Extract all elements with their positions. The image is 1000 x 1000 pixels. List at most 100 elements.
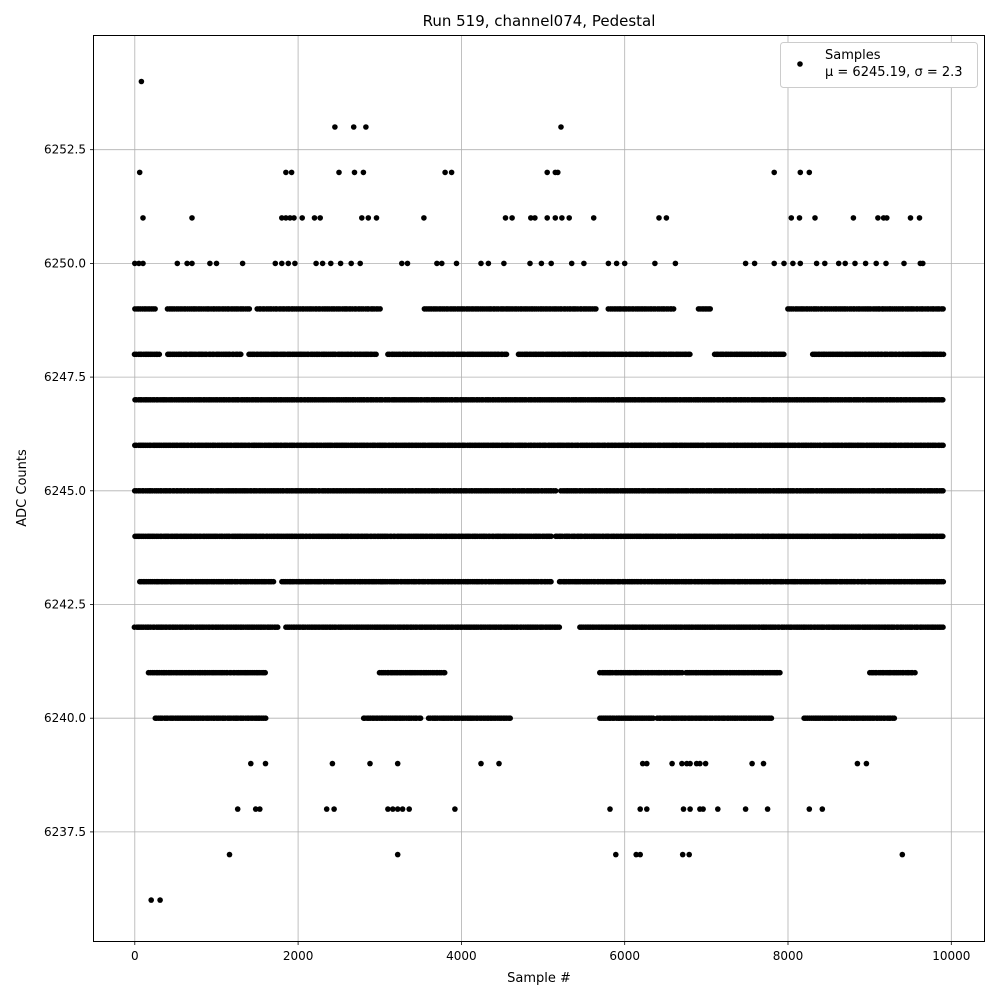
data-point <box>359 215 365 221</box>
data-point <box>875 215 881 221</box>
data-point <box>406 806 413 812</box>
data-point <box>656 215 662 221</box>
data-point <box>434 260 440 267</box>
data-point <box>478 260 484 267</box>
data-point <box>132 260 138 267</box>
y-tick-label: 6240.0 <box>44 711 86 725</box>
data-point <box>350 124 357 130</box>
data-point <box>940 578 947 585</box>
data-point <box>663 215 670 221</box>
data-point <box>226 851 233 858</box>
data-point <box>796 215 803 221</box>
x-tick-label: 2000 <box>283 949 314 963</box>
data-point <box>920 260 926 267</box>
data-point <box>777 669 783 676</box>
y-tick-label: 6252.5 <box>44 143 86 157</box>
data-point <box>184 260 190 267</box>
data-point <box>687 351 693 358</box>
data-points <box>131 78 947 903</box>
data-point <box>916 215 923 221</box>
data-point <box>940 442 946 449</box>
data-point <box>507 715 513 721</box>
data-point <box>311 215 318 221</box>
data-point <box>348 260 355 267</box>
data-point <box>700 806 706 812</box>
data-point <box>552 215 559 221</box>
x-tick-label: 0 <box>131 949 139 963</box>
data-point <box>363 124 369 130</box>
data-point <box>581 260 587 267</box>
data-point <box>891 715 898 721</box>
data-point <box>385 806 391 812</box>
data-point <box>842 260 848 267</box>
data-point <box>940 533 946 540</box>
data-point <box>901 260 907 267</box>
data-point <box>328 260 334 267</box>
data-point <box>373 351 379 358</box>
data-point <box>644 760 650 767</box>
data-point <box>806 806 813 812</box>
data-point <box>686 851 692 858</box>
data-point <box>138 78 145 85</box>
data-point <box>907 215 914 221</box>
data-point <box>751 260 758 267</box>
data-point <box>394 760 401 767</box>
data-point <box>637 806 643 812</box>
data-point <box>850 215 857 221</box>
data-point <box>332 124 338 130</box>
data-point <box>813 260 820 267</box>
data-point <box>548 533 554 540</box>
data-point <box>788 215 795 221</box>
data-point <box>552 488 559 494</box>
data-point <box>702 760 709 767</box>
data-point <box>317 215 324 221</box>
data-point <box>262 760 269 767</box>
data-point <box>590 215 597 221</box>
data-point <box>313 260 319 267</box>
data-point <box>548 260 554 267</box>
data-point <box>613 260 620 267</box>
data-point <box>439 260 445 267</box>
y-tick-label: 6247.5 <box>44 370 86 384</box>
data-point <box>377 306 383 312</box>
data-point <box>672 260 679 267</box>
data-point <box>367 760 373 767</box>
data-point <box>873 260 879 267</box>
data-point <box>621 260 628 267</box>
data-point <box>329 760 336 767</box>
data-point <box>607 806 613 812</box>
data-point <box>157 897 163 903</box>
data-point <box>248 760 254 767</box>
data-point <box>797 169 804 176</box>
data-point <box>538 260 545 267</box>
data-point <box>452 806 458 812</box>
data-point <box>285 260 292 267</box>
data-point <box>478 760 484 767</box>
data-point <box>633 851 639 858</box>
data-point <box>283 215 289 221</box>
data-point <box>404 260 411 267</box>
data-point <box>213 260 220 267</box>
data-point <box>862 260 869 267</box>
data-point <box>394 851 401 858</box>
data-point <box>390 806 396 812</box>
data-point <box>453 260 460 267</box>
data-point <box>669 760 675 767</box>
data-point <box>559 215 565 221</box>
legend-label: Samples <box>825 48 881 63</box>
data-point <box>822 260 828 267</box>
data-point <box>299 215 306 221</box>
data-point <box>532 215 538 221</box>
data-point <box>234 806 241 812</box>
y-tick-label: 6242.5 <box>44 598 86 612</box>
data-point <box>852 260 858 267</box>
data-point <box>319 260 326 267</box>
data-point <box>399 260 405 267</box>
data-point <box>679 851 686 858</box>
data-point <box>768 715 775 721</box>
data-point <box>417 715 424 721</box>
data-point <box>764 806 771 812</box>
x-tick-label: 6000 <box>609 949 640 963</box>
data-point <box>940 351 947 358</box>
data-point <box>687 760 693 767</box>
